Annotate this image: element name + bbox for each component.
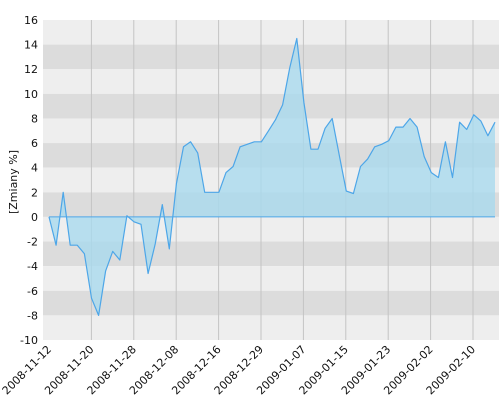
series-area [48, 37, 496, 316]
y-tick-label: 2 [31, 186, 38, 199]
y-tick-label: -8 [27, 309, 38, 322]
y-tick-label: 12 [24, 63, 38, 76]
series-line [48, 37, 496, 316]
y-tick-label: 0 [31, 211, 38, 224]
y-tick-label: 8 [31, 112, 38, 125]
y-tick-label: 10 [24, 88, 38, 101]
grid-band [43, 44, 499, 70]
grid-band [43, 315, 499, 340]
grid-band [43, 93, 499, 119]
grid-band [43, 69, 499, 94]
y-tick-label: -4 [27, 260, 38, 273]
y-tick-label: 4 [31, 162, 38, 175]
y-axis-title: [Zmiany %] [7, 150, 20, 214]
y-tick-label: -6 [27, 285, 38, 298]
grid-band [43, 290, 499, 316]
series-area-fill [49, 38, 495, 316]
grid-band [43, 266, 499, 291]
y-tick-label: -2 [27, 236, 38, 249]
x-axis: 2008-11-122008-11-202008-11-282008-12-08… [0, 343, 478, 397]
y-tick-label: -10 [20, 334, 38, 347]
y-tick-label: 6 [31, 137, 38, 150]
y-tick-label: 14 [24, 39, 38, 52]
y-tick-label: 16 [24, 14, 38, 27]
grid-band [43, 20, 499, 45]
y-axis: -10 -8 -6 -4 -2 0 2 4 6 8 10 12 14 16 [20, 14, 38, 347]
